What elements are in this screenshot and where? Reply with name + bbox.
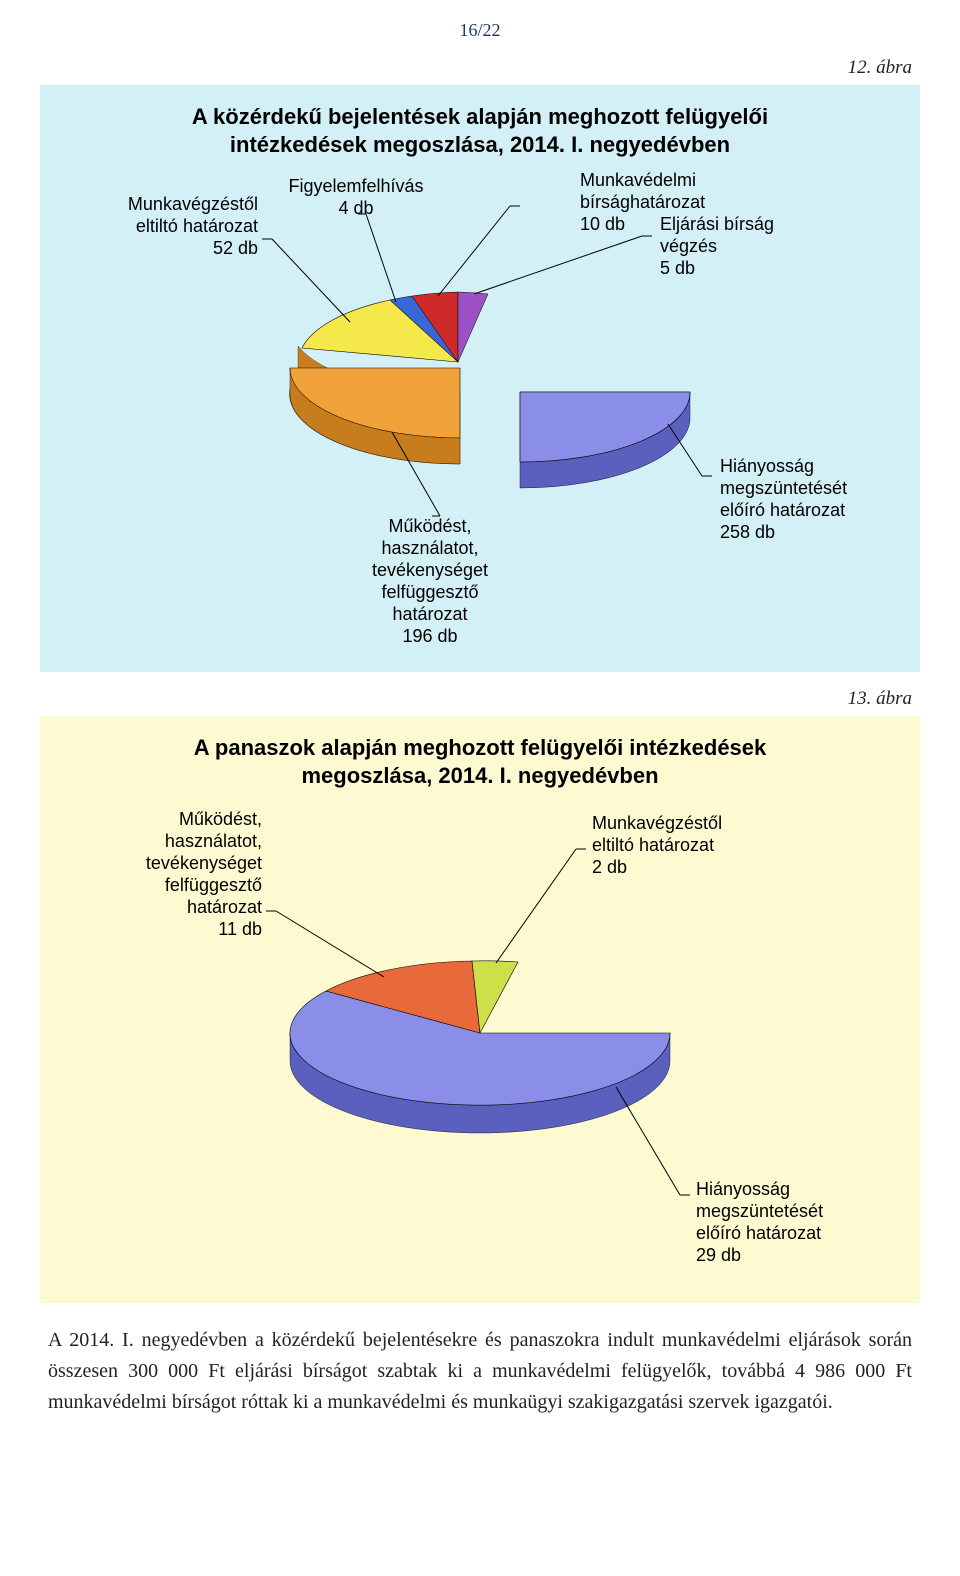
slice-mukodes (289, 346, 460, 464)
svg-text:felfüggesztő: felfüggesztő (165, 875, 262, 895)
svg-text:11 db: 11 db (218, 919, 262, 939)
svg-text:előíró határozat: előíró határozat (720, 500, 845, 520)
svg-text:10 db: 10 db (580, 214, 625, 234)
svg-text:52 db: 52 db (213, 238, 258, 258)
svg-text:Munkavégzéstől: Munkavégzéstől (128, 194, 258, 214)
figure-12-panel: A közérdekű bejelentések alapján meghozo… (40, 85, 920, 672)
svg-text:Eljárási bírság: Eljárási bírság (660, 214, 774, 234)
figure-13-title-line1: A panaszok alapján meghozott felügyelői … (194, 735, 767, 760)
svg-text:Munkavédelmi: Munkavédelmi (580, 172, 696, 190)
svg-text:258 db: 258 db (720, 522, 775, 542)
figure-12-title-line1: A közérdekű bejelentések alapján meghozo… (192, 104, 768, 129)
svg-text:határozat: határozat (187, 897, 262, 917)
slice-eltilto-2 (472, 961, 518, 1033)
figure-12-title-line2: intézkedések megoszlása, 2014. I. negyed… (230, 132, 730, 157)
svg-text:megszüntetését: megszüntetését (720, 478, 847, 498)
figure-12-chart: Figyelemfelhívás 4 db Munkavédelmi bírsá… (40, 172, 920, 672)
svg-text:használatot,: használatot, (381, 538, 478, 558)
svg-text:2 db: 2 db (592, 857, 627, 877)
figure-13-chart: Működést, használatot, tevékenységet fel… (40, 803, 920, 1303)
svg-text:Működést,: Működést, (179, 809, 262, 829)
figure-13-panel: A panaszok alapján meghozott felügyelői … (40, 716, 920, 1303)
figure-12-caption: 12. ábra (0, 49, 960, 85)
svg-text:megszüntetését: megszüntetését (696, 1201, 823, 1221)
svg-text:Hiányosság: Hiányosság (720, 456, 814, 476)
svg-text:29 db: 29 db (696, 1245, 741, 1265)
figure-12-title: A közérdekű bejelentések alapján meghozo… (40, 85, 920, 172)
svg-text:196 db: 196 db (402, 626, 457, 646)
figure-13-caption: 13. ábra (0, 680, 960, 716)
body-paragraph: A 2014. I. negyedévben a közérdekű bejel… (48, 1325, 912, 1418)
svg-text:határozat: határozat (392, 604, 467, 624)
svg-text:eltiltó határozat: eltiltó határozat (136, 216, 258, 236)
svg-text:5 db: 5 db (660, 258, 695, 278)
slice-eljarasi (458, 292, 488, 362)
page-number: 16/22 (0, 0, 960, 49)
svg-text:tevékenységet: tevékenységet (146, 853, 262, 873)
svg-text:felfüggesztő: felfüggesztő (381, 582, 478, 602)
figure-13-title-line2: megoszlása, 2014. I. negyedévben (301, 763, 658, 788)
svg-text:bírsághatározat: bírsághatározat (580, 192, 705, 212)
svg-text:4 db: 4 db (338, 198, 373, 218)
svg-text:Hiányosság: Hiányosság (696, 1179, 790, 1199)
figure-12-leaders (262, 206, 712, 516)
svg-text:Munkavégzéstől: Munkavégzéstől (592, 813, 722, 833)
svg-text:Működést,: Működést, (388, 516, 471, 536)
svg-text:végzés: végzés (660, 236, 717, 256)
figure-13-title: A panaszok alapján meghozott felügyelői … (40, 716, 920, 803)
svg-text:eltiltó határozat: eltiltó határozat (592, 835, 714, 855)
svg-text:Figyelemfelhívás: Figyelemfelhívás (288, 176, 423, 196)
figure-12-labels: Figyelemfelhívás 4 db Munkavédelmi bírsá… (128, 172, 847, 646)
slice-hianyossag (520, 392, 690, 488)
svg-text:használatot,: használatot, (165, 831, 262, 851)
svg-text:előíró határozat: előíró határozat (696, 1223, 821, 1243)
svg-text:tevékenységet: tevékenységet (372, 560, 488, 580)
